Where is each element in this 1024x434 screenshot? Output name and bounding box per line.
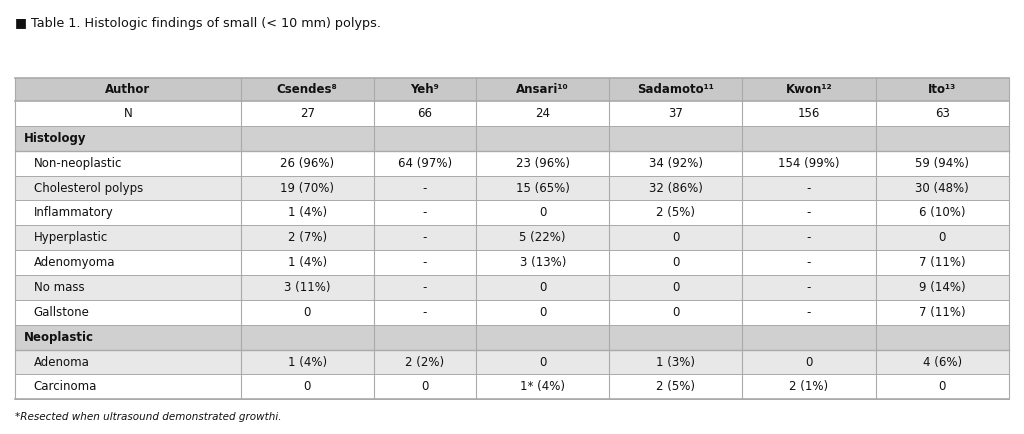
Text: 0: 0 bbox=[539, 207, 547, 220]
Text: 0: 0 bbox=[672, 231, 680, 244]
Text: 0: 0 bbox=[303, 380, 311, 393]
Bar bbox=[15, 375, 1009, 399]
Bar bbox=[15, 300, 1009, 325]
Text: -: - bbox=[423, 231, 427, 244]
Bar bbox=[15, 78, 1009, 101]
Text: Ansari¹⁰: Ansari¹⁰ bbox=[516, 83, 569, 96]
Text: -: - bbox=[423, 181, 427, 194]
Text: 9 (14%): 9 (14%) bbox=[919, 281, 966, 294]
Text: 7 (11%): 7 (11%) bbox=[919, 306, 966, 319]
Text: Author: Author bbox=[105, 83, 151, 96]
Text: Csendes⁸: Csendes⁸ bbox=[276, 83, 338, 96]
Text: 2 (5%): 2 (5%) bbox=[656, 207, 695, 220]
Text: Yeh⁹: Yeh⁹ bbox=[411, 83, 439, 96]
Text: 66: 66 bbox=[418, 107, 432, 120]
Text: No mass: No mass bbox=[34, 281, 84, 294]
Text: 26 (96%): 26 (96%) bbox=[281, 157, 334, 170]
Text: -: - bbox=[807, 207, 811, 220]
Text: 4 (6%): 4 (6%) bbox=[923, 355, 962, 368]
Text: 0: 0 bbox=[672, 306, 680, 319]
Text: -: - bbox=[423, 306, 427, 319]
Text: 64 (97%): 64 (97%) bbox=[398, 157, 452, 170]
Text: 7 (11%): 7 (11%) bbox=[919, 256, 966, 269]
Text: 2 (2%): 2 (2%) bbox=[406, 355, 444, 368]
Text: 6 (10%): 6 (10%) bbox=[919, 207, 966, 220]
Text: 0: 0 bbox=[539, 306, 547, 319]
Bar bbox=[15, 151, 1009, 176]
Text: Adenoma: Adenoma bbox=[34, 355, 90, 368]
Text: 23 (96%): 23 (96%) bbox=[516, 157, 569, 170]
Text: 2 (1%): 2 (1%) bbox=[790, 380, 828, 393]
Text: 59 (94%): 59 (94%) bbox=[915, 157, 969, 170]
Text: -: - bbox=[807, 256, 811, 269]
Bar bbox=[15, 349, 1009, 375]
Bar bbox=[15, 325, 1009, 349]
Text: 0: 0 bbox=[421, 380, 429, 393]
Text: 2 (5%): 2 (5%) bbox=[656, 380, 695, 393]
Text: 0: 0 bbox=[805, 355, 813, 368]
Bar bbox=[15, 126, 1009, 151]
Text: 0: 0 bbox=[938, 231, 946, 244]
Text: 63: 63 bbox=[935, 107, 949, 120]
Text: Histology: Histology bbox=[24, 132, 86, 145]
Text: Kwon¹²: Kwon¹² bbox=[785, 83, 833, 96]
Text: -: - bbox=[807, 231, 811, 244]
Text: Gallstone: Gallstone bbox=[34, 306, 90, 319]
Text: 27: 27 bbox=[300, 107, 314, 120]
Text: 24: 24 bbox=[536, 107, 550, 120]
Text: *Resected when ultrasound demonstrated growthi.: *Resected when ultrasound demonstrated g… bbox=[15, 411, 282, 422]
Text: -: - bbox=[807, 281, 811, 294]
Text: Ito¹³: Ito¹³ bbox=[928, 83, 956, 96]
Text: -: - bbox=[423, 281, 427, 294]
Text: Carcinoma: Carcinoma bbox=[34, 380, 97, 393]
Bar bbox=[15, 176, 1009, 201]
Text: 30 (48%): 30 (48%) bbox=[915, 181, 969, 194]
Text: -: - bbox=[423, 207, 427, 220]
Bar bbox=[15, 225, 1009, 250]
Text: Cholesterol polyps: Cholesterol polyps bbox=[34, 181, 143, 194]
Text: 1 (4%): 1 (4%) bbox=[288, 355, 327, 368]
Text: -: - bbox=[807, 306, 811, 319]
Text: Inflammatory: Inflammatory bbox=[34, 207, 114, 220]
Text: Adenomyoma: Adenomyoma bbox=[34, 256, 116, 269]
Bar bbox=[15, 275, 1009, 300]
Text: 32 (86%): 32 (86%) bbox=[649, 181, 702, 194]
Text: Hyperplastic: Hyperplastic bbox=[34, 231, 109, 244]
Text: 5 (22%): 5 (22%) bbox=[519, 231, 566, 244]
Text: 0: 0 bbox=[938, 380, 946, 393]
Text: 0: 0 bbox=[672, 256, 680, 269]
Bar bbox=[15, 101, 1009, 126]
Text: 0: 0 bbox=[672, 281, 680, 294]
Text: 37: 37 bbox=[669, 107, 683, 120]
Text: 156: 156 bbox=[798, 107, 820, 120]
Text: 19 (70%): 19 (70%) bbox=[281, 181, 334, 194]
Bar bbox=[15, 201, 1009, 225]
Text: 0: 0 bbox=[303, 306, 311, 319]
Text: 0: 0 bbox=[539, 281, 547, 294]
Text: -: - bbox=[807, 181, 811, 194]
Text: 1 (4%): 1 (4%) bbox=[288, 207, 327, 220]
Text: 1 (3%): 1 (3%) bbox=[656, 355, 695, 368]
Text: 1 (4%): 1 (4%) bbox=[288, 256, 327, 269]
Text: 34 (92%): 34 (92%) bbox=[649, 157, 702, 170]
Text: 2 (7%): 2 (7%) bbox=[288, 231, 327, 244]
Text: Neoplastic: Neoplastic bbox=[24, 331, 93, 344]
Text: 0: 0 bbox=[539, 355, 547, 368]
Text: ■ Table 1. Histologic findings of small (< 10 mm) polyps.: ■ Table 1. Histologic findings of small … bbox=[15, 17, 381, 30]
Text: 3 (13%): 3 (13%) bbox=[519, 256, 566, 269]
Text: Sadamoto¹¹: Sadamoto¹¹ bbox=[637, 83, 715, 96]
Text: 154 (99%): 154 (99%) bbox=[778, 157, 840, 170]
Bar bbox=[15, 250, 1009, 275]
Text: 15 (65%): 15 (65%) bbox=[516, 181, 569, 194]
Text: Non-neoplastic: Non-neoplastic bbox=[34, 157, 122, 170]
Text: N: N bbox=[124, 107, 132, 120]
Text: -: - bbox=[423, 256, 427, 269]
Text: 1* (4%): 1* (4%) bbox=[520, 380, 565, 393]
Text: 3 (11%): 3 (11%) bbox=[284, 281, 331, 294]
